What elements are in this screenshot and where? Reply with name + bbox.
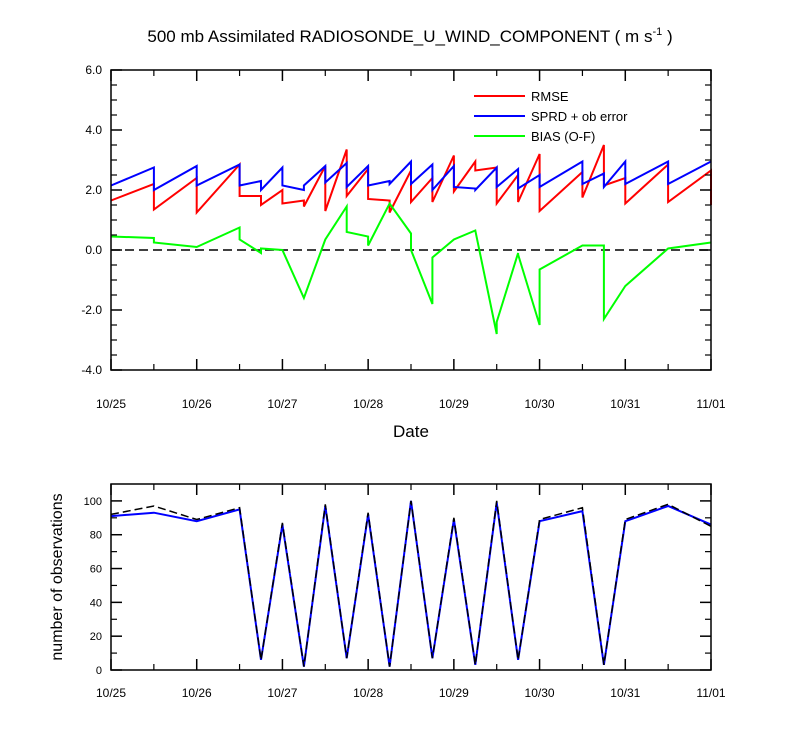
chart-title: 500 mb Assimilated RADIOSONDE_U_WIND_COM… (147, 26, 672, 46)
series-line-rmse (110, 144, 712, 216)
chart-title-main: 500 mb Assimilated RADIOSONDE_U_WIND_COM… (147, 27, 652, 46)
series-line-sprd-ob-error (110, 158, 712, 193)
y-tick-label: -4.0 (81, 363, 102, 377)
legend-label: SPRD + ob error (531, 109, 628, 124)
y-tick-label: 40 (90, 597, 102, 609)
x-tick-label: 10/28 (353, 686, 383, 700)
top-series-lines (110, 144, 712, 335)
top-axis-ticks: 10/25 10/26 10/27 10/28 10/29 10/30 10/31 11/01… (81, 63, 726, 411)
x-tick-label: 10/26 (182, 686, 212, 700)
chart-title-superscript: -1 (652, 26, 662, 38)
x-tick-label: 10/30 (525, 397, 555, 411)
x-tick-label: 10/25 (96, 686, 126, 700)
y-tick-label: 6.0 (85, 63, 102, 77)
series-line-used (110, 500, 712, 667)
x-tick-label: 10/29 (439, 397, 469, 411)
series-line-total (110, 500, 712, 667)
y-axis-label-observations: number of observations (49, 493, 66, 660)
x-tick-label: 10/28 (353, 397, 383, 411)
y-tick-label: 60 (90, 564, 102, 576)
bottom-series-lines (110, 500, 712, 667)
x-tick-label: 10/27 (267, 686, 297, 700)
bottom-panel: 10/25 10/26 10/27 10/28 10/29 10/30 10/31 11/01… (49, 483, 726, 700)
y-tick-label: 0 (96, 665, 102, 677)
x-tick-label: 10/31 (610, 686, 640, 700)
x-tick-label: 10/30 (525, 686, 555, 700)
y-tick-label: 4.0 (85, 123, 102, 137)
top-panel: 10/25 10/26 10/27 10/28 10/29 10/30 10/31 11/01… (81, 63, 726, 441)
x-tick-label: 11/01 (696, 397, 725, 411)
y-tick-label: 80 (90, 530, 102, 542)
x-tick-label: 10/31 (610, 397, 640, 411)
x-axis-label: Date (393, 422, 429, 441)
x-tick-label: 10/26 (182, 397, 212, 411)
y-tick-label: 20 (90, 631, 102, 643)
bottom-axis-ticks: 10/25 10/26 10/27 10/28 10/29 10/30 10/31 11/01… (84, 484, 726, 700)
chart-title-end: ) (662, 27, 672, 46)
legend-label: BIAS (O-F) (531, 129, 595, 144)
x-tick-label: 11/01 (696, 686, 725, 700)
y-tick-label: 0.0 (85, 243, 102, 257)
series-line-bias-o-f (110, 201, 712, 335)
bottom-plot-frame (110, 483, 712, 671)
y-tick-label: 100 (84, 496, 102, 508)
x-tick-label: 10/29 (439, 686, 469, 700)
x-tick-label: 10/25 (96, 397, 126, 411)
x-tick-label: 10/27 (267, 397, 297, 411)
legend: RMSE SPRD + ob error BIAS (O-F) (474, 89, 628, 144)
y-tick-label: -2.0 (81, 303, 102, 317)
y-tick-label: 2.0 (85, 183, 102, 197)
legend-label: RMSE (531, 89, 569, 104)
